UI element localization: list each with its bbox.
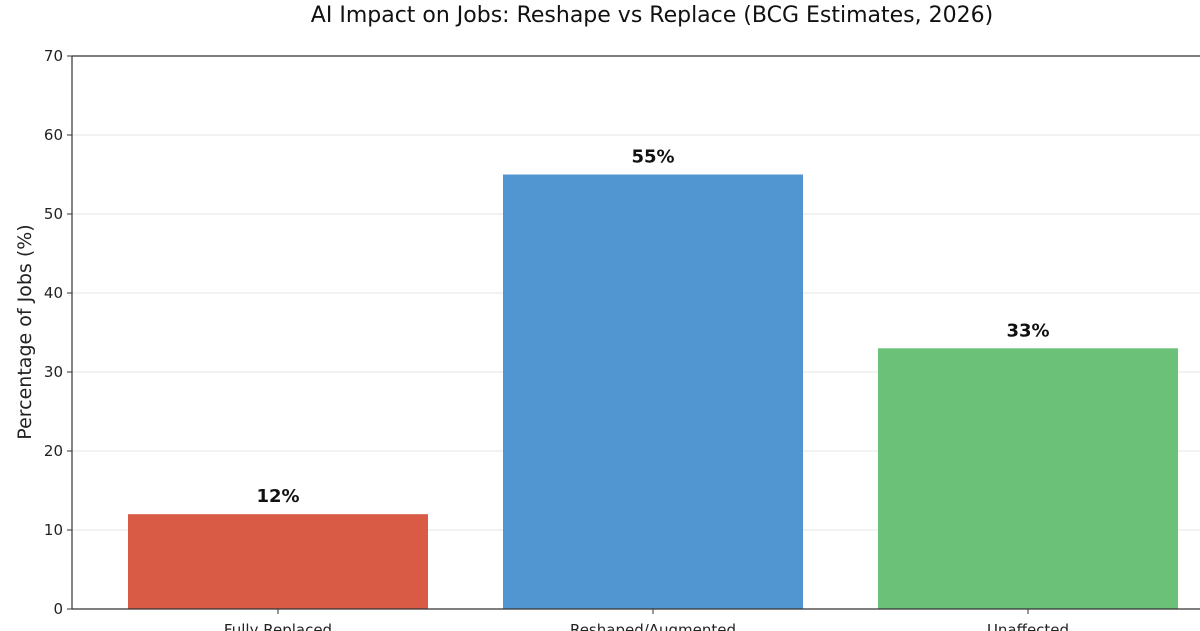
category-labels: Fully Replaced Reshaped/Augmented Unaffect… <box>224 609 1069 631</box>
y-tick-label: 70 <box>44 47 63 65</box>
bars <box>128 174 1178 609</box>
bar-fully-replaced <box>128 514 428 609</box>
y-tick-label: 10 <box>44 521 63 539</box>
value-label: 55% <box>631 147 674 168</box>
y-tick-label: 20 <box>44 442 63 460</box>
value-label: 12% <box>256 486 299 507</box>
y-tick-label: 40 <box>44 284 63 302</box>
bar-unaffected <box>878 348 1178 609</box>
y-tick-label: 0 <box>53 600 63 618</box>
y-ticks: 0 10 20 30 40 50 60 70 <box>44 47 72 618</box>
axes <box>71 55 1200 610</box>
value-label: 33% <box>1006 320 1049 341</box>
y-tick-label: 50 <box>44 205 63 223</box>
category-label: Fully Replaced <box>224 621 332 631</box>
value-labels: 12% 55% 33% <box>256 147 1049 508</box>
chart-title: AI Impact on Jobs: Reshape vs Replace (B… <box>311 3 993 28</box>
category-label: Reshaped/Augmented <box>570 621 736 631</box>
y-tick-label: 60 <box>44 126 63 144</box>
y-tick-label: 30 <box>44 363 63 381</box>
category-label: Unaffected <box>987 621 1069 631</box>
y-axis-label: Percentage of Jobs (%) <box>14 224 36 439</box>
bar-reshaped-augmented <box>503 174 803 609</box>
